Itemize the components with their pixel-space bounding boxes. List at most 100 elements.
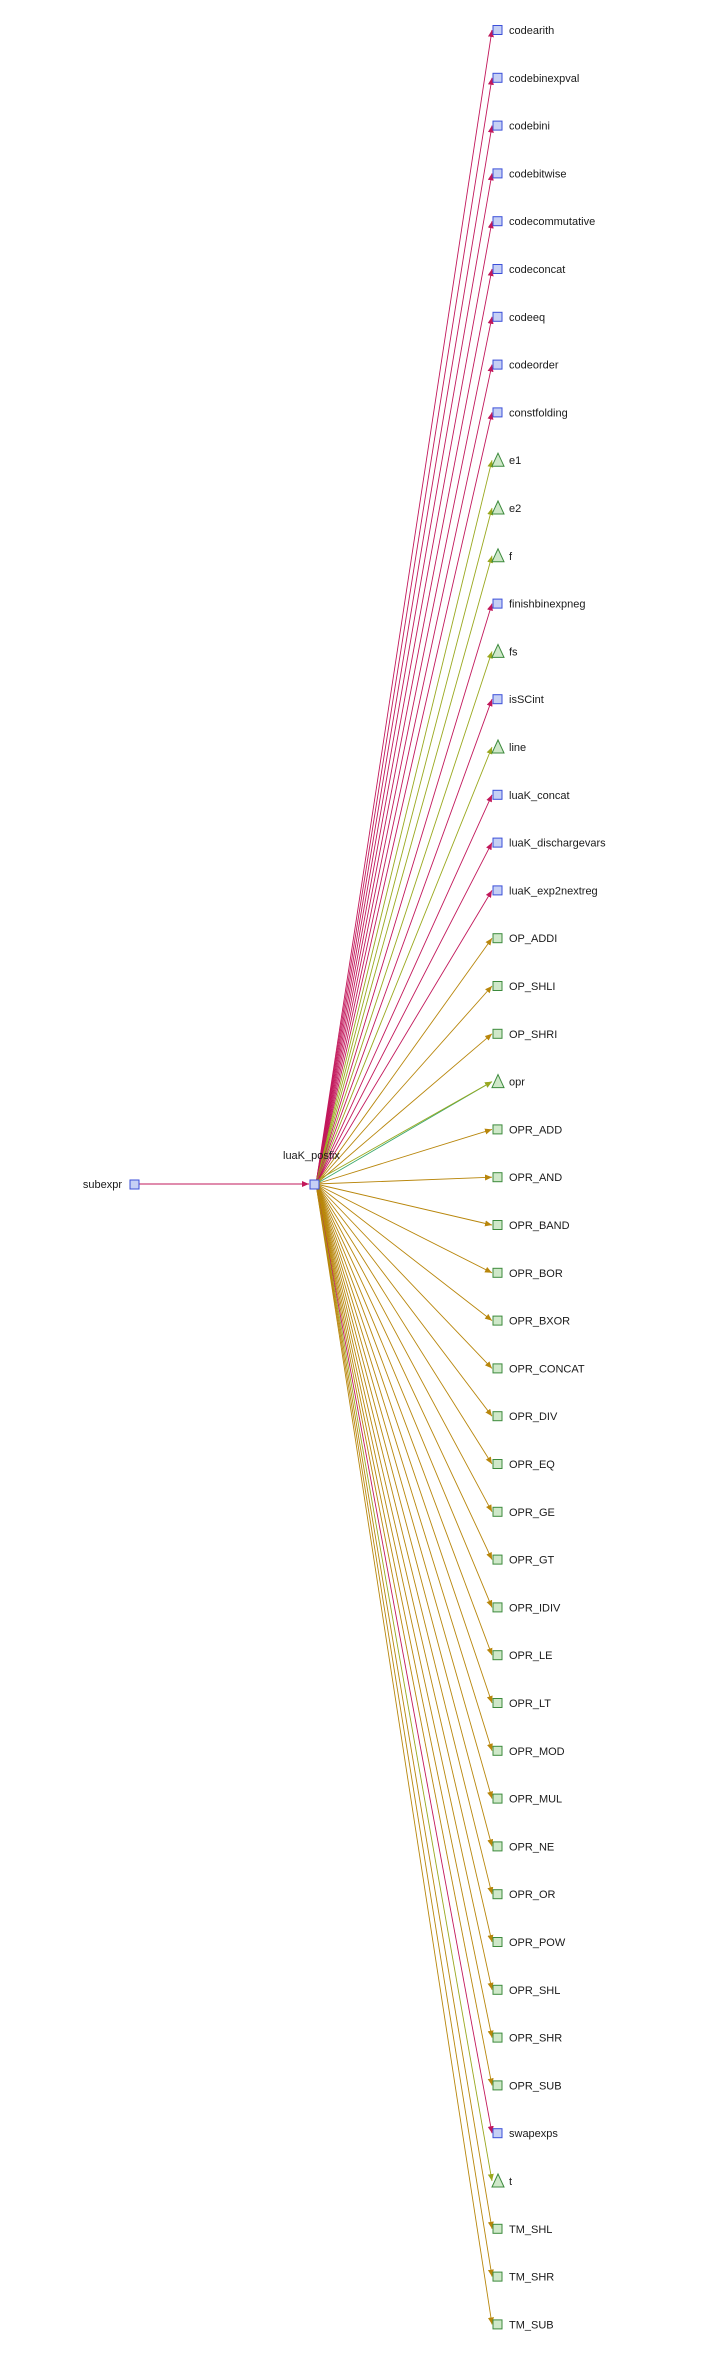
node-codebitwise[interactable]: codebitwise	[492, 168, 566, 180]
node-OPR_DIV[interactable]: OPR_DIV	[492, 1411, 558, 1423]
node-codebini[interactable]: codebini	[492, 120, 550, 133]
edge-luaK_posfix-OPR_BOR	[315, 1183, 493, 1274]
node-OP_SHLI[interactable]: OP_SHLI	[492, 981, 555, 993]
node-OPR_BOR[interactable]: OPR_BOR	[492, 1267, 563, 1280]
node-OPR_BAND[interactable]: OPR_BAND	[492, 1220, 570, 1232]
luaK_exp2nextreg-square-icon	[492, 885, 503, 896]
node-codeorder[interactable]: codeorder	[492, 359, 559, 372]
node-luaK_exp2nextreg[interactable]: luaK_exp2nextreg	[492, 885, 598, 897]
node-codearith[interactable]: codearith	[492, 25, 554, 37]
node-OPR_NE[interactable]: OPR_NE	[492, 1841, 554, 1853]
node-e2[interactable]: e2	[491, 499, 521, 515]
node-OP_ADDI[interactable]: OP_ADDI	[492, 933, 557, 945]
node-fs[interactable]: fs	[491, 643, 518, 658]
fs-triangle-icon	[491, 643, 505, 658]
OP_SHLI-square-icon	[492, 981, 503, 991]
node-luaK_concat[interactable]: luaK_concat	[492, 789, 570, 802]
node-e1[interactable]: e1	[491, 452, 521, 467]
edge-luaK_posfix-OPR_GT	[315, 1183, 493, 1560]
node-OPR_POW[interactable]: OPR_POW	[492, 1937, 566, 1949]
edge-luaK_posfix-codebitwise	[315, 173, 494, 1185]
node-OP_SHRI[interactable]: OP_SHRI	[492, 1028, 557, 1041]
node-OPR_MOD[interactable]: OPR_MOD	[492, 1745, 565, 1758]
OPR_CONCAT-label: OPR_CONCAT	[509, 1363, 585, 1375]
node-TM_SHR[interactable]: TM_SHR	[492, 2271, 554, 2284]
node-line[interactable]: line	[491, 738, 526, 754]
TM_SHR-square-icon	[492, 2271, 503, 2282]
node-TM_SUB[interactable]: TM_SUB	[492, 2319, 554, 2331]
edge-luaK_posfix-OPR_BXOR	[315, 1183, 493, 1321]
node-OPR_GT[interactable]: OPR_GT	[492, 1554, 555, 1567]
node-codebinexpval[interactable]: codebinexpval	[492, 72, 579, 85]
node-OPR_LT[interactable]: OPR_LT	[492, 1698, 551, 1710]
isSCint-square-icon	[492, 694, 503, 705]
line-label: line	[509, 742, 526, 754]
codecommutative-label: codecommutative	[509, 216, 595, 228]
node-swapexps[interactable]: swapexps	[492, 2128, 558, 2140]
node-OPR_BXOR[interactable]: OPR_BXOR	[492, 1315, 570, 1328]
codeorder-square-icon	[492, 359, 503, 370]
OPR_SUB-label: OPR_SUB	[509, 2080, 562, 2092]
OPR_LT-label: OPR_LT	[509, 1698, 551, 1710]
node-OPR_GE[interactable]: OPR_GE	[492, 1506, 555, 1519]
OPR_OR-square-icon	[492, 1889, 503, 1900]
OPR_LE-label: OPR_LE	[509, 1650, 552, 1662]
edge-luaK_posfix-OP_ADDI	[315, 937, 493, 1185]
OP_ADDI-square-icon	[492, 933, 503, 944]
constfolding-square-icon	[492, 407, 503, 418]
finishbinexpneg-label: finishbinexpneg	[509, 599, 585, 611]
node-OPR_IDIV[interactable]: OPR_IDIV	[492, 1602, 561, 1614]
node-OPR_ADD[interactable]: OPR_ADD	[492, 1124, 562, 1136]
OPR_NE-square-icon	[492, 1841, 503, 1852]
TM_SHR-label: TM_SHR	[509, 2272, 554, 2284]
node-luaK_posfix[interactable]: luaK_posfix	[283, 1150, 340, 1190]
node-opr[interactable]: opr	[491, 1073, 525, 1089]
node-codecommutative[interactable]: codecommutative	[492, 216, 595, 228]
edge-luaK_posfix-codebinexpval	[315, 77, 494, 1185]
OPR_BAND-label: OPR_BAND	[509, 1220, 570, 1232]
node-subexpr[interactable]: subexpr	[83, 1179, 140, 1191]
edge-luaK_posfix-OPR_ADD	[315, 1128, 493, 1185]
finishbinexpneg-square-icon	[492, 598, 503, 609]
node-luaK_dischargevars[interactable]: luaK_dischargevars	[492, 837, 606, 850]
node-constfolding[interactable]: constfolding	[492, 407, 568, 419]
node-OPR_SHR[interactable]: OPR_SHR	[492, 2032, 562, 2045]
OP_ADDI-label: OP_ADDI	[509, 933, 557, 945]
OPR_BOR-label: OPR_BOR	[509, 1268, 563, 1280]
OPR_CONCAT-square-icon	[492, 1363, 503, 1374]
TM_SHL-label: TM_SHL	[509, 2224, 552, 2236]
edge-luaK_posfix-t	[315, 1183, 494, 2182]
OPR_MUL-square-icon	[492, 1793, 503, 1804]
node-OPR_OR[interactable]: OPR_OR	[492, 1889, 556, 1901]
node-TM_SHL[interactable]: TM_SHL	[492, 2223, 552, 2236]
node-OPR_SHL[interactable]: OPR_SHL	[492, 1984, 560, 1997]
OPR_BOR-square-icon	[492, 1267, 503, 1278]
node-OPR_CONCAT[interactable]: OPR_CONCAT	[492, 1363, 585, 1375]
edge-luaK_posfix-OPR_CONCAT	[315, 1183, 493, 1369]
node-codeeq[interactable]: codeeq	[492, 311, 545, 324]
line-triangle-icon	[491, 738, 505, 754]
OPR_EQ-square-icon	[492, 1459, 503, 1469]
isSCint-label: isSCint	[509, 694, 544, 706]
edge-luaK_posfix-OPR_GE	[315, 1183, 493, 1513]
OPR_GT-label: OPR_GT	[509, 1555, 555, 1567]
edge-luaK_posfix-luaK_dischargevars	[315, 842, 493, 1185]
node-finishbinexpneg[interactable]: finishbinexpneg	[492, 598, 585, 611]
OPR_LT-square-icon	[492, 1698, 503, 1708]
OPR_AND-label: OPR_AND	[509, 1172, 562, 1184]
node-OPR_SUB[interactable]: OPR_SUB	[492, 2080, 562, 2092]
OPR_SUB-square-icon	[492, 2080, 503, 2091]
OPR_GE-label: OPR_GE	[509, 1507, 555, 1519]
node-t[interactable]: t	[491, 2172, 512, 2188]
node-OPR_EQ[interactable]: OPR_EQ	[492, 1459, 555, 1471]
luaK_exp2nextreg-label: luaK_exp2nextreg	[509, 885, 598, 897]
node-OPR_MUL[interactable]: OPR_MUL	[492, 1793, 562, 1806]
node-isSCint[interactable]: isSCint	[492, 694, 544, 706]
node-OPR_AND[interactable]: OPR_AND	[492, 1172, 562, 1184]
node-OPR_LE[interactable]: OPR_LE	[492, 1650, 552, 1662]
node-f[interactable]: f	[491, 547, 513, 563]
codeeq-label: codeeq	[509, 312, 545, 324]
TM_SUB-square-icon	[492, 2319, 503, 2330]
edge-luaK_posfix-OPR_IDIV	[315, 1183, 493, 1608]
node-codeconcat[interactable]: codeconcat	[492, 264, 565, 276]
